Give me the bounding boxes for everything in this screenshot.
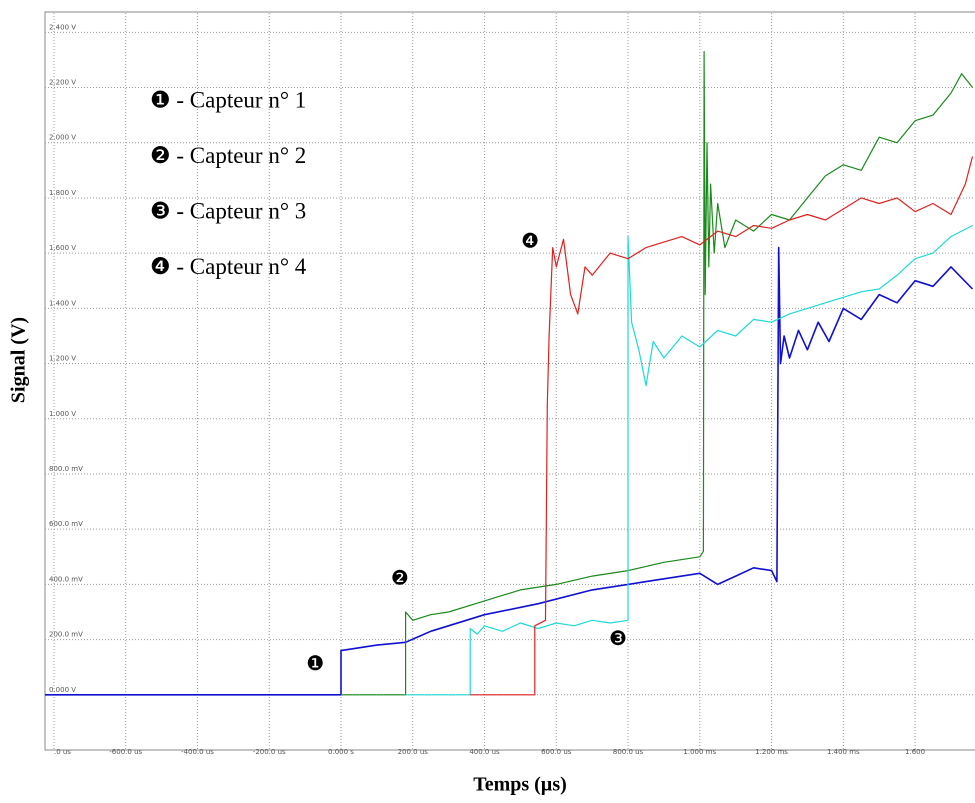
y-tick-label: 1.600 V [49, 244, 76, 252]
series-line [405, 224, 973, 696]
legend-entry: ❶ - Capteur n° 1 [150, 87, 306, 112]
x-tick-label: 400.0 us [469, 748, 500, 756]
legend-entry: ❸ - Capteur n° 3 [150, 198, 306, 223]
plot-frame [44, 11, 975, 751]
y-axis-label: Signal (V) [8, 317, 30, 403]
x-tick-label: 200.0 us [398, 748, 429, 756]
annotation: ❷ [391, 565, 409, 589]
x-tick-label: 1.400 ms [827, 748, 860, 756]
x-tick-label: .0 us [54, 748, 71, 756]
y-tick-label: 2.200 V [49, 79, 76, 87]
x-axis-label: Temps (µs) [473, 774, 567, 796]
series-line [341, 51, 973, 696]
annotation: ❶ [306, 651, 324, 675]
y-tick-label: 400.0 mV [49, 575, 83, 583]
annotation: ❹ [521, 229, 539, 253]
x-tick-label: 600.0 us [541, 748, 572, 756]
series-line [470, 156, 974, 696]
y-tick-label: 600.0 mV [49, 520, 83, 528]
y-tick-label: 2.400 V [49, 23, 76, 31]
annotation: ❸ [609, 626, 627, 650]
x-tick-label: 0.000 s [328, 748, 354, 756]
x-tick-label: -600.0 us [109, 748, 142, 756]
legend-entry: ❹ - Capteur n° 4 [150, 254, 307, 279]
y-tick-label: 0.000 V [49, 686, 76, 694]
legend-entry: ❷ - Capteur n° 2 [150, 143, 306, 168]
y-tick-label: 2.000 V [49, 134, 76, 142]
x-tick-label: 1.200 ms [755, 748, 788, 756]
x-tick-label: -200.0 us [253, 748, 286, 756]
y-tick-label: 1.200 V [49, 355, 76, 363]
y-tick-label: 1.000 V [49, 410, 76, 418]
x-tick-label: -400.0 us [181, 748, 214, 756]
x-tick-label: 1.000 ms [683, 748, 716, 756]
x-tick-label: 800.0 us [613, 748, 644, 756]
y-tick-label: 1.400 V [49, 299, 76, 307]
series-line [45, 246, 974, 696]
x-tick-label: 1.600 [905, 748, 925, 756]
y-tick-label: 1.800 V [49, 189, 76, 197]
y-tick-label: 200.0 mV [49, 631, 83, 639]
y-tick-label: 800.0 mV [49, 465, 83, 473]
